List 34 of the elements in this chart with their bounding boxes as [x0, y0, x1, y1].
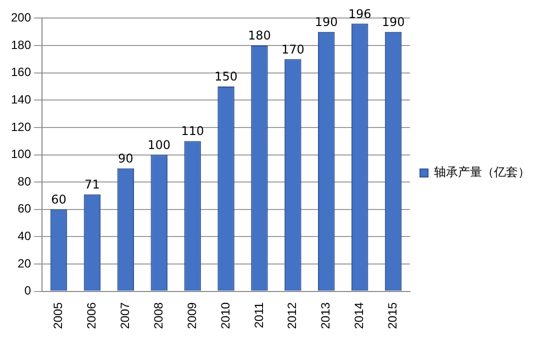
data-label: 60	[51, 192, 66, 206]
x-tick-label: 2012	[285, 302, 300, 330]
x-tick-label: 2008	[151, 302, 166, 330]
x-tick-label: 2007	[118, 302, 132, 330]
y-tick-label: 80	[18, 174, 32, 188]
data-label: 170	[281, 42, 304, 56]
y-tick-label: 160	[10, 65, 32, 80]
x-tick-label: 2006	[84, 302, 99, 330]
x-tick-label: 2010	[218, 302, 232, 330]
x-tick-label: 2013	[318, 302, 333, 330]
data-label: 150	[214, 70, 238, 84]
y-tick-label: 140	[10, 92, 32, 106]
data-label: 71	[84, 177, 100, 192]
x-tick-label: 2015	[386, 302, 400, 330]
y-tick-label: 40	[18, 228, 32, 243]
x-tick-label: 2011	[252, 302, 266, 328]
y-tick-label: 60	[18, 202, 32, 216]
y-tick-label: 0	[24, 284, 32, 298]
y-tick-label: 120	[10, 120, 32, 134]
data-label: 90	[118, 152, 134, 166]
x-tick-label: 2009	[184, 302, 199, 330]
data-label: 196	[348, 6, 372, 21]
data-label: 180	[248, 28, 271, 43]
y-tick-label: 20	[18, 256, 32, 270]
data-label: 190	[382, 14, 405, 29]
data-label: 100	[148, 138, 171, 152]
y-tick-label: 200	[10, 10, 32, 25]
x-tick-label: 2005	[51, 302, 66, 330]
data-label: 110	[181, 124, 204, 138]
data-label: 190	[314, 14, 338, 29]
x-tick-label: 2014	[352, 302, 366, 330]
y-tick-label: 100	[10, 147, 32, 162]
legend-label: 轴承产量（亿套）	[434, 165, 530, 180]
y-tick-label: 180	[10, 38, 32, 52]
